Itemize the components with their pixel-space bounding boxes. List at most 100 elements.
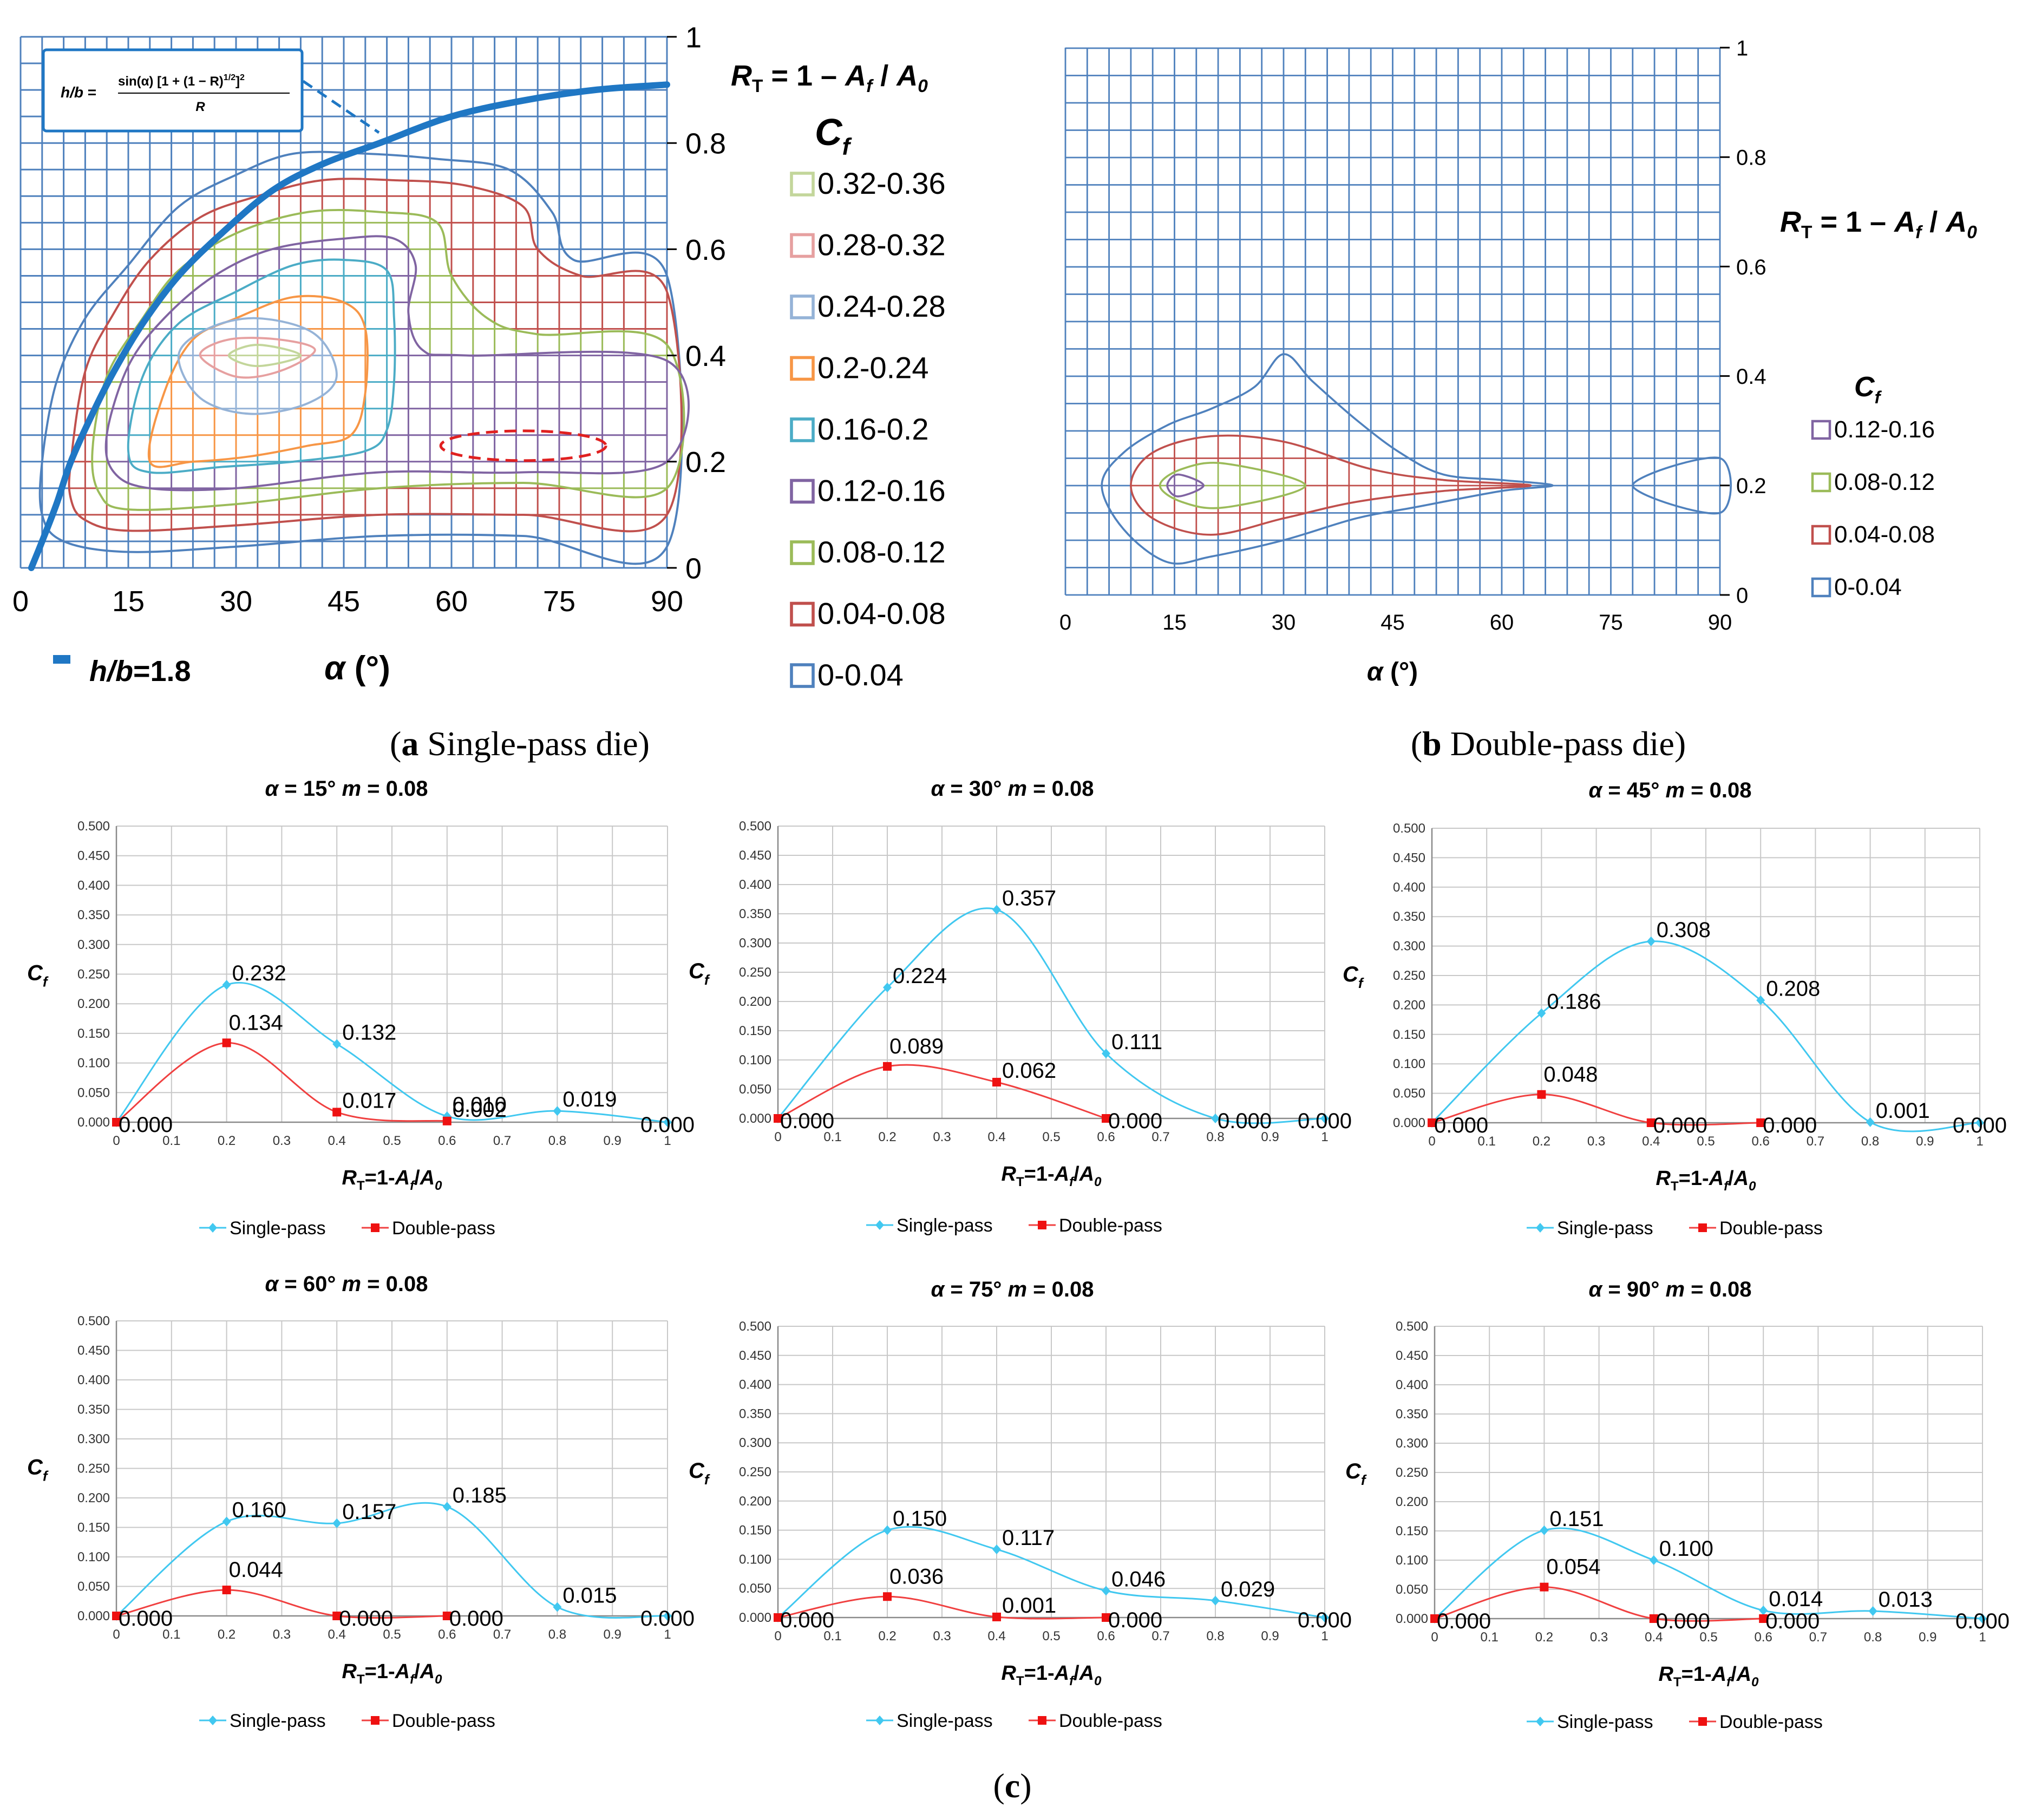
y-label-sub: f [1358, 975, 1364, 991]
y-tick-label: 0.400 [1396, 1378, 1428, 1392]
data-label: 0.000 [1763, 1114, 1817, 1137]
contour-line-0.16-0.2 [127, 258, 396, 474]
panel-c-line-charts: 0.00000.0500.10.1000.20.1500.30.2000.40.… [27, 777, 2010, 1732]
legend-label: 0-0.04 [1834, 574, 1902, 600]
data-point-single [1320, 1114, 1329, 1123]
y-axis-label: Cf [1343, 963, 1364, 991]
title-m: m [1665, 778, 1685, 802]
x-tick-label: 0.1 [162, 1627, 180, 1642]
y-tick-label: 0.000 [739, 1111, 771, 1126]
y-label-sub: f [1361, 1472, 1367, 1488]
formula-hb: h/b [61, 84, 83, 101]
formula-num-exp: 1/2 [224, 73, 235, 82]
formula-eq: = [83, 84, 96, 101]
y-tick-label: 0.050 [1396, 1582, 1428, 1597]
x-axis-label: α (°) [1367, 658, 1418, 686]
legend-item: 0.2-0.24 [790, 351, 929, 385]
y-tick-label: 0.250 [739, 1465, 771, 1479]
data-point-single [1211, 1595, 1220, 1606]
x-label-slash: / [1074, 1662, 1079, 1685]
y-tick-label: 0.200 [739, 1494, 771, 1509]
data-point-single [663, 1117, 672, 1127]
chart-title: α = 45° m = 0.08 [1588, 778, 1751, 802]
legend-item: 0.16-0.2 [790, 412, 929, 446]
title-angle: = 15° [278, 777, 342, 801]
x-axis-label: α (°) [324, 650, 390, 687]
legend-swatch [790, 540, 815, 565]
legend-swatch [790, 417, 815, 442]
line-chart-2: 0.00000.0500.10.1000.20.1500.30.2000.40.… [689, 777, 1352, 1236]
x-label-eq: =1- [365, 1660, 395, 1683]
x-label-a: A [420, 1167, 435, 1189]
legend-marker [1038, 1221, 1046, 1229]
y-tick-label: 0 [1736, 584, 1748, 607]
x-tick-label: 30 [1272, 611, 1296, 634]
y-axis-title-sub: 0 [918, 76, 928, 96]
legend-label: Single-pass [897, 1711, 993, 1731]
x-tick-label: 45 [1380, 611, 1405, 634]
data-label: 0.000 [1108, 1608, 1162, 1632]
x-label-r: R [342, 1660, 357, 1683]
x-tick-label: 0.4 [1645, 1630, 1663, 1645]
legend-swatch [1811, 577, 1831, 598]
data-point-single [1537, 1008, 1546, 1018]
y-tick-label: 0 [685, 552, 702, 585]
x-tick-label: 0.9 [1916, 1134, 1934, 1149]
x-label-a: A [1733, 1167, 1749, 1190]
y-tick-label: 0.300 [1396, 1436, 1428, 1451]
y-tick-label: 0.300 [77, 1432, 110, 1446]
data-label: 0.132 [342, 1021, 396, 1045]
data-point-double [112, 1612, 121, 1620]
data-label: 0.013 [1879, 1588, 1933, 1612]
legend-label: 0.08-0.12 [1834, 469, 1935, 495]
data-label: 0.160 [232, 1498, 286, 1522]
curve-legend-label: h/b=1.8 [89, 655, 191, 688]
legend-label: Double-pass [392, 1218, 495, 1239]
x-label-sub: T [1671, 1179, 1679, 1194]
contour-line-0.08-0.12 [1159, 462, 1307, 509]
data-point-double [774, 1613, 782, 1622]
data-point-double [1759, 1614, 1768, 1623]
legend-swatch [790, 356, 815, 381]
y-tick-label: 0.050 [1393, 1086, 1425, 1101]
legend-label: Single-pass [230, 1711, 326, 1731]
x-label-sub: f [1069, 1674, 1075, 1688]
legend-marker [1698, 1223, 1707, 1232]
data-point-single [1975, 1118, 1984, 1128]
y-tick-label: 0.400 [77, 1373, 110, 1387]
y-tick-label: 0.200 [1396, 1495, 1428, 1509]
contour-line-0.32-0.36 [227, 344, 302, 368]
y-axis-title-sub: T [1801, 222, 1812, 243]
x-label-sub: f [1726, 1675, 1732, 1690]
x-tick-label: 0.2 [878, 1629, 896, 1644]
y-tick-label: 0.450 [77, 1344, 110, 1358]
y-tick-label: 0.300 [739, 936, 771, 951]
title-angle: = 30° [944, 777, 1007, 801]
data-label: 0.017 [342, 1089, 396, 1112]
y-tick-label: 0.350 [739, 907, 771, 921]
caption-a: (a Single-pass die) [390, 724, 650, 763]
y-axis-title-r: R [1780, 206, 1801, 238]
data-point-double [774, 1114, 782, 1123]
x-label-a: A [1736, 1663, 1751, 1686]
x-tick-label: 0.2 [878, 1130, 896, 1144]
data-label: 0.150 [893, 1507, 947, 1531]
x-tick-label: 45 [328, 585, 360, 618]
contour-line-0-0.04 [1631, 456, 1732, 515]
x-tick-label: 0.4 [328, 1134, 346, 1148]
legend-label: 0.04-0.08 [817, 597, 946, 631]
data-label: 0.224 [893, 964, 947, 988]
x-tick-label: 60 [1490, 611, 1514, 634]
y-tick-label: 0.8 [1736, 146, 1766, 170]
data-label: 0.000 [1298, 1109, 1352, 1133]
legend-item: 0.08-0.12 [790, 535, 946, 569]
line-chart-4: 0.00000.0500.10.1000.20.1500.30.2000.40.… [27, 1272, 695, 1731]
title-m-value: = 0.08 [1027, 1278, 1094, 1301]
series-double-pass: 0.000 0.044 0.000 0.000 [112, 1558, 503, 1631]
x-tick-label: 0.9 [1261, 1629, 1279, 1644]
data-point-double [883, 1062, 892, 1071]
chart-title: α = 60° m = 0.08 [265, 1272, 428, 1296]
y-tick-label: 0.250 [77, 967, 110, 982]
legend-label: 0.24-0.28 [817, 289, 946, 323]
